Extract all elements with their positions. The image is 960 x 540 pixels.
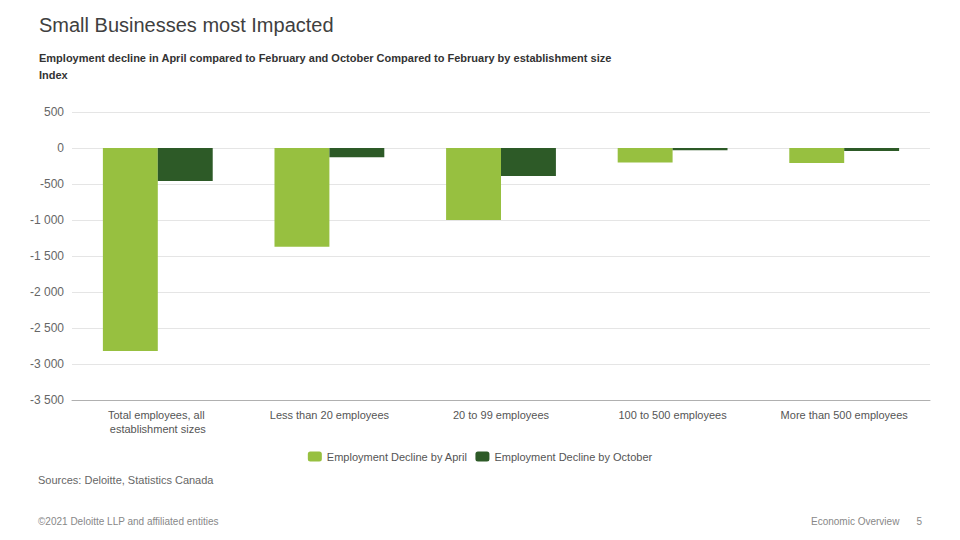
svg-text:More than 500 employees: More than 500 employees [781, 409, 909, 421]
svg-text:Sources: Deloitte, Statistics: Sources: Deloitte, Statistics Canada [38, 474, 214, 486]
svg-text:Index: Index [39, 69, 69, 81]
svg-text:0: 0 [57, 141, 64, 155]
svg-text:20 to 99 employees: 20 to 99 employees [453, 409, 550, 421]
svg-text:©2021 Deloitte LLP and affilia: ©2021 Deloitte LLP and affiliated entiti… [38, 516, 218, 527]
svg-text:establishment sizes: establishment sizes [110, 423, 206, 435]
svg-text:Less than 20 employees: Less than 20 employees [270, 409, 390, 421]
svg-text:100 to 500 employees: 100 to 500 employees [618, 409, 727, 421]
svg-text:500: 500 [44, 105, 64, 119]
svg-text:-2 500: -2 500 [30, 321, 64, 335]
svg-text:Employment Decline by April: Employment Decline by April [327, 451, 467, 463]
svg-text:-1 500: -1 500 [30, 249, 64, 263]
svg-text:Employment Decline by October: Employment Decline by October [494, 451, 652, 463]
svg-text:Employment decline in April co: Employment decline in April compared to … [39, 52, 611, 64]
svg-text:Total employees, all: Total employees, all [108, 409, 208, 421]
svg-text:Economic Overview: Economic Overview [811, 516, 900, 527]
svg-text:Small Businesses most Impacted: Small Businesses most Impacted [39, 14, 334, 36]
svg-text:-3 000: -3 000 [30, 357, 64, 371]
svg-text:-1 000: -1 000 [30, 213, 64, 227]
svg-text:-500: -500 [40, 177, 64, 191]
svg-text:-2 000: -2 000 [30, 285, 64, 299]
svg-text:5: 5 [916, 516, 922, 527]
svg-text:-3 500: -3 500 [30, 393, 64, 407]
